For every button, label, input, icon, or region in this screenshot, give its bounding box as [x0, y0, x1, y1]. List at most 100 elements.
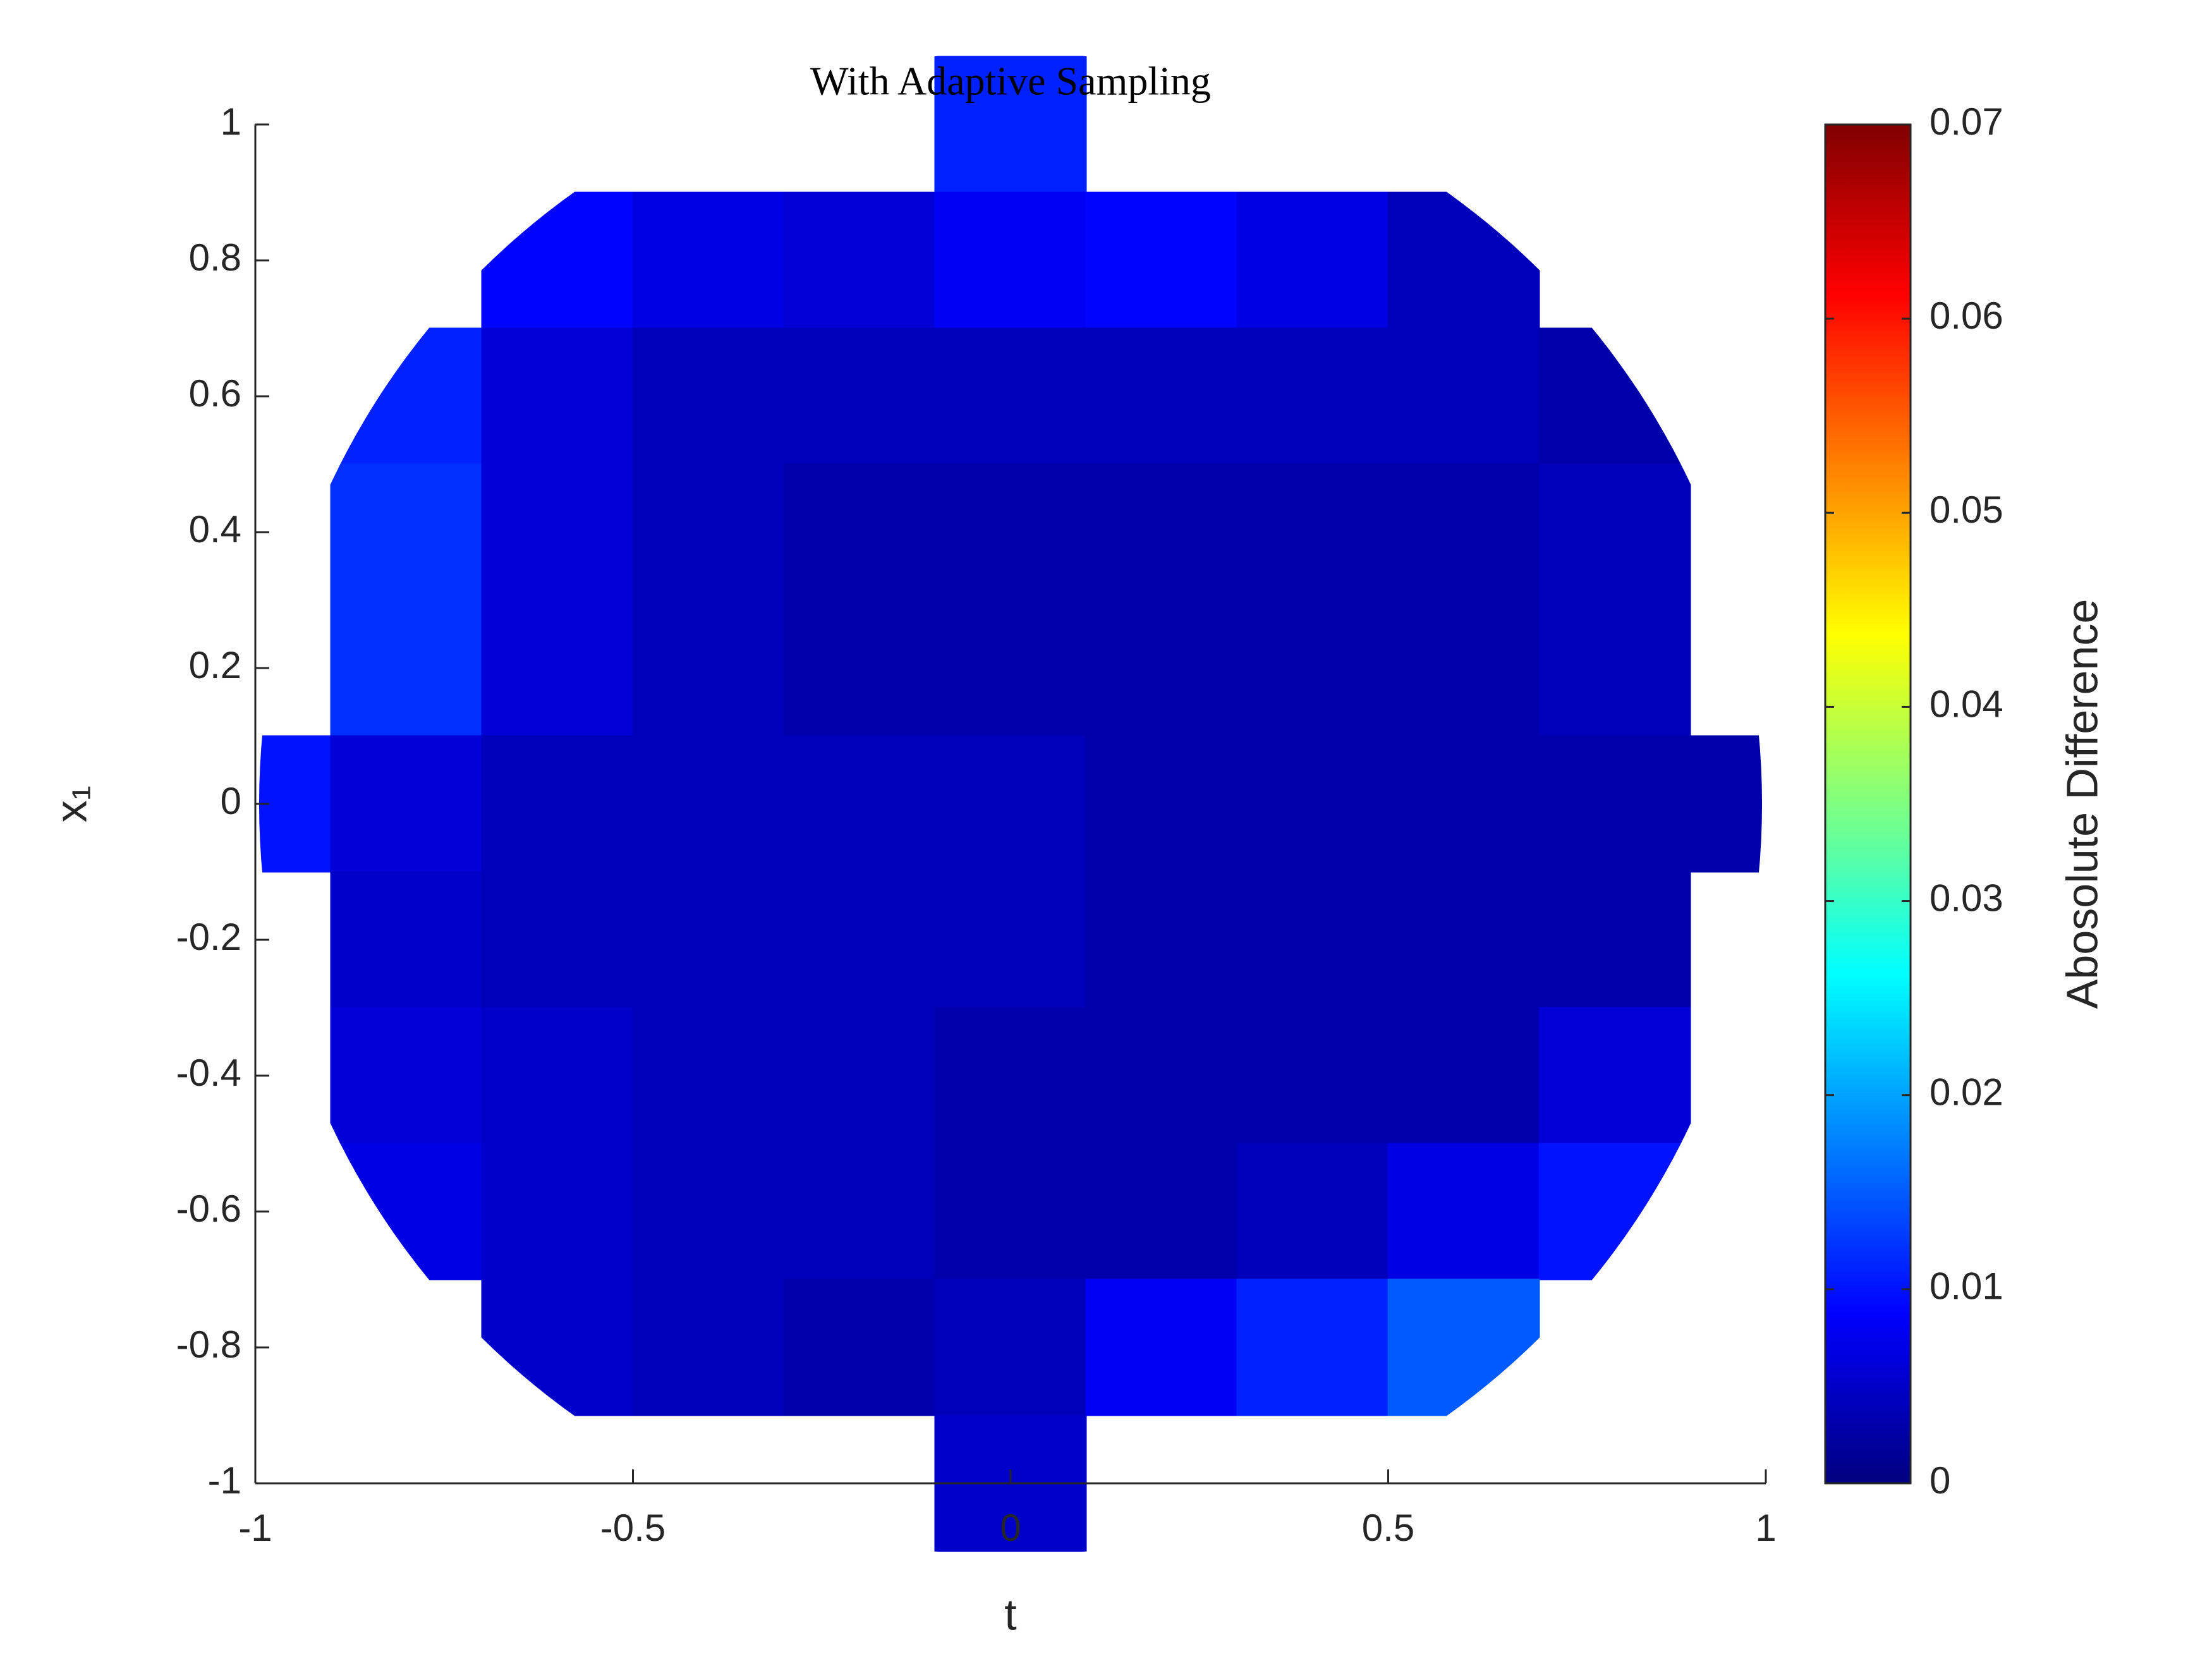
heat-cell	[1387, 1143, 1540, 1280]
heat-cell	[783, 1007, 936, 1145]
y-tick-label: 0.6	[189, 372, 241, 415]
y-tick-label: 0	[221, 780, 241, 822]
heat-cell	[481, 191, 634, 329]
x-tick-label: 0.5	[1362, 1507, 1414, 1549]
y-tick-label: -0.8	[176, 1323, 241, 1366]
heat-cell	[934, 327, 1087, 465]
heat-cell	[1538, 327, 1691, 465]
heat-cell	[934, 1279, 1087, 1416]
heat-cell	[632, 599, 785, 737]
heat-cell	[1689, 735, 1763, 873]
heat-cell	[783, 1143, 936, 1280]
heat-cell	[330, 599, 483, 737]
heat-cell	[1387, 1279, 1540, 1416]
heat-cell	[934, 463, 1087, 601]
x-tick-label: -0.5	[600, 1507, 665, 1549]
y-tick-label: 1	[221, 100, 241, 143]
heat-cell	[632, 735, 785, 873]
heat-cell	[783, 191, 936, 329]
heat-cell	[330, 1007, 483, 1145]
y-tick-label: 0.8	[189, 236, 241, 279]
heat-cell	[330, 327, 483, 465]
heat-cell	[632, 327, 785, 465]
colorbar-tick-label: 0.04	[1929, 683, 2003, 725]
heat-cell	[1085, 871, 1238, 1009]
heat-cell	[783, 327, 936, 465]
heat-cell	[1085, 463, 1238, 601]
heat-cell	[783, 599, 936, 737]
x-tick-label: 0	[1000, 1507, 1021, 1549]
heat-cell	[1387, 1007, 1540, 1145]
heat-cell	[330, 1143, 483, 1280]
heat-cell	[1236, 1279, 1389, 1416]
heat-cell	[1236, 599, 1389, 737]
y-tick-label: -0.2	[176, 916, 241, 958]
heat-cell	[481, 327, 634, 465]
heat-cell	[783, 871, 936, 1009]
colorbar-label: Abosolute Difference	[2057, 599, 2106, 1009]
heat-cell	[1387, 599, 1540, 737]
y-tick-label: -0.4	[176, 1052, 241, 1094]
heat-cell	[481, 735, 634, 873]
heat-cell	[1236, 463, 1389, 601]
heat-cell	[1387, 327, 1540, 465]
colorbar	[1824, 123, 1912, 1485]
heat-cell	[1387, 463, 1540, 601]
heat-cell	[481, 871, 634, 1009]
chart-title: With Adaptive Sampling	[810, 59, 1211, 104]
heat-cell	[632, 463, 785, 601]
heat-cell	[481, 1279, 634, 1416]
heatmap-area	[258, 56, 1763, 1552]
colorbar-tick-label: 0.05	[1929, 489, 2003, 531]
heat-cell	[1236, 735, 1389, 873]
x-axis-label: t	[1004, 1589, 1016, 1639]
y-axis-label: x₁	[46, 786, 95, 823]
heat-cell	[1236, 1007, 1389, 1145]
heat-cell	[934, 191, 1087, 329]
heat-cell	[1538, 735, 1691, 873]
heat-cell	[632, 1279, 785, 1416]
y-tick-label: 0.4	[189, 508, 241, 550]
heat-cell	[783, 463, 936, 601]
x-tick-label: -1	[238, 1507, 272, 1549]
heat-cell	[1236, 191, 1389, 329]
colorbar-tick-label: 0.02	[1929, 1071, 2003, 1114]
heat-cell	[1538, 463, 1691, 601]
heat-cell	[783, 735, 936, 873]
heat-cell	[1085, 1143, 1238, 1280]
heat-cell	[934, 599, 1087, 737]
heat-cell	[1085, 599, 1238, 737]
y-tick-label: -1	[208, 1459, 241, 1502]
heat-cell	[1085, 1007, 1238, 1145]
colorbar-tick-label: 0.07	[1929, 100, 2003, 143]
colorbar-tick-label: 0	[1929, 1459, 1950, 1502]
heat-cell	[934, 1143, 1087, 1280]
heat-cell	[1538, 1007, 1691, 1145]
heat-cell	[1387, 191, 1540, 329]
heat-cell	[1538, 1143, 1691, 1280]
heat-cell	[632, 1143, 785, 1280]
heat-cell	[1236, 871, 1389, 1009]
x-tick-label: 1	[1755, 1507, 1776, 1549]
heat-cell	[934, 871, 1087, 1009]
heat-cell	[330, 871, 483, 1009]
heat-cell	[1538, 599, 1691, 737]
heat-cell	[1236, 1143, 1389, 1280]
heat-cell	[1538, 871, 1691, 1009]
heat-cell	[632, 191, 785, 329]
heat-cell	[934, 56, 1087, 193]
heat-cell	[258, 735, 332, 873]
heat-cell	[330, 735, 483, 873]
heat-cell	[1387, 735, 1540, 873]
heat-cell	[481, 599, 634, 737]
heat-cell	[481, 1007, 634, 1145]
heat-cell	[934, 1007, 1087, 1145]
heat-cell	[1085, 1279, 1238, 1416]
heat-cell	[481, 1143, 634, 1280]
colorbar-tick-label: 0.01	[1929, 1265, 2003, 1308]
colorbar-tick-label: 0.03	[1929, 877, 2003, 919]
heat-cell	[632, 1007, 785, 1145]
heat-cell	[1085, 191, 1238, 329]
heat-cell	[632, 871, 785, 1009]
